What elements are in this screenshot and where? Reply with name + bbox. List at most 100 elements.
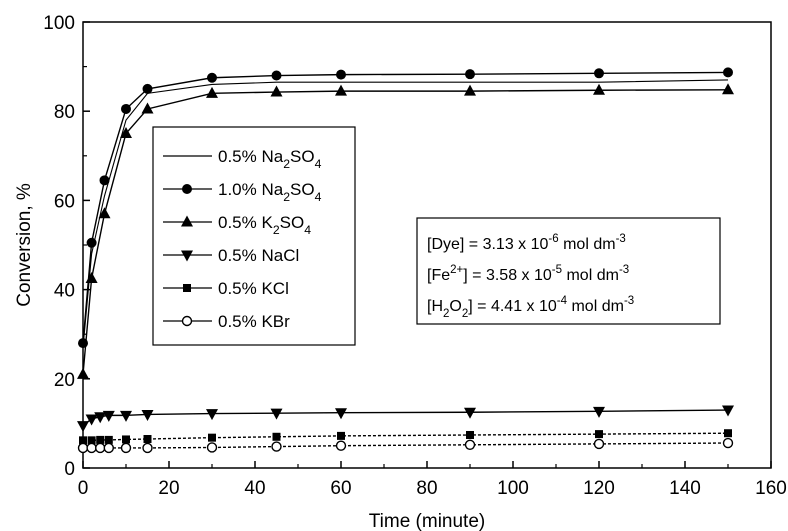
series-layer	[77, 67, 734, 454]
y-tick-label: 60	[54, 191, 75, 212]
x-axis-label: Time (minute)	[369, 511, 485, 531]
data-point	[87, 436, 96, 445]
data-point	[464, 84, 476, 96]
x-tick-label: 80	[416, 478, 437, 499]
data-point	[465, 69, 475, 80]
legend-marker	[181, 315, 193, 327]
y-tick-label: 40	[54, 281, 75, 302]
legend: 0.5% Na2SO4 1.0% Na2SO4 0.5% K2SO4 0.5% NaC…	[152, 126, 356, 346]
data-point	[142, 442, 153, 454]
data-point	[103, 442, 115, 454]
data-point	[207, 72, 217, 83]
data-point	[86, 442, 97, 454]
data-point	[464, 439, 476, 451]
data-point	[466, 430, 474, 439]
data-point	[208, 433, 216, 442]
data-point	[94, 442, 106, 454]
data-point	[722, 83, 734, 95]
y-tick-label: 0	[64, 459, 75, 480]
conditions-box	[416, 217, 721, 325]
data-point	[141, 409, 154, 421]
legend-label: 0.5% NaCl	[218, 246, 299, 265]
legend-marker	[183, 284, 191, 292]
note-line: [Fe2+] = 3.58 x 10-5 mol dm-3	[427, 264, 629, 284]
y-tick-label: 20	[54, 370, 75, 391]
series-line	[83, 432, 729, 442]
data-point	[122, 435, 130, 444]
x-axis: 0 20 40 60 80 100 120 140 160	[78, 461, 787, 499]
x-tick-label: 160	[755, 478, 787, 499]
data-point	[99, 175, 110, 186]
data-point	[143, 435, 152, 444]
data-point	[336, 69, 346, 80]
data-point	[335, 408, 347, 420]
note-line: [H2O2] = 4.41 x 10-4 mol dm-3	[427, 295, 634, 320]
data-point	[86, 237, 97, 248]
y-tick-label: 100	[43, 13, 75, 34]
legend-marker	[181, 250, 193, 262]
legend-label: 1.0% Na2SO4	[218, 180, 322, 204]
legend-label: 0.5% K2SO4	[218, 213, 311, 237]
legend-item: 0.5% KCl	[163, 279, 289, 298]
data-point	[270, 408, 283, 420]
legend-label: 0.5% KCl	[218, 279, 289, 298]
data-point	[94, 412, 107, 424]
legend-item: 0.5% NaCl	[163, 246, 299, 265]
data-point	[120, 442, 132, 454]
series-3	[77, 405, 734, 433]
legend-box	[152, 126, 356, 346]
data-point	[142, 83, 153, 94]
data-point	[77, 442, 89, 454]
data-point	[104, 435, 113, 444]
y-tick-label: 80	[54, 102, 75, 123]
data-point	[593, 83, 605, 95]
data-point	[102, 410, 115, 422]
y-axis-label: Conversion, %	[14, 183, 35, 307]
data-point	[593, 438, 605, 450]
data-point	[270, 85, 283, 97]
y-axis: 0 20 40 60 80 100	[43, 13, 90, 480]
data-point	[85, 271, 98, 283]
x-tick-label: 20	[158, 478, 179, 499]
data-point	[120, 127, 132, 138]
data-point	[271, 441, 282, 452]
data-point	[77, 421, 89, 433]
data-point	[85, 414, 98, 426]
data-point	[271, 70, 282, 81]
data-point	[335, 84, 347, 96]
legend-item: 0.5% Na2SO4	[163, 147, 322, 171]
data-point	[206, 442, 218, 453]
legend-item: 1.0% Na2SO4	[163, 180, 322, 204]
x-tick-label: 140	[669, 478, 701, 499]
data-point	[141, 102, 154, 114]
data-point	[595, 430, 603, 439]
data-point	[723, 67, 733, 78]
legend-label: 0.5% Na2SO4	[218, 147, 322, 171]
data-point	[722, 405, 734, 417]
series-4	[79, 429, 732, 445]
data-point	[121, 103, 131, 114]
x-tick-label: 40	[244, 478, 265, 499]
data-point	[77, 367, 89, 379]
data-point	[593, 406, 605, 418]
data-point	[98, 207, 111, 219]
x-tick-label: 0	[78, 478, 89, 499]
legend-marker	[181, 215, 193, 227]
x-tick-label: 120	[583, 478, 615, 499]
conditions-note: [Dye] = 3.13 x 10-6 mol dm-3 [Fe2+] = 3.5…	[416, 217, 721, 325]
data-point	[206, 409, 218, 421]
legend-item: 0.5% K2SO4	[163, 213, 311, 237]
data-point	[594, 68, 604, 79]
data-point	[206, 86, 218, 98]
series-line	[83, 442, 729, 449]
note-line: [Dye] = 3.13 x 10-6 mol dm-3	[427, 233, 626, 253]
legend-item: 0.5% KBr	[163, 312, 290, 331]
data-point	[724, 429, 732, 438]
data-point	[464, 407, 476, 419]
legend-label: 0.5% KBr	[218, 312, 290, 331]
data-point	[337, 431, 345, 440]
series-5	[77, 437, 734, 454]
data-point	[335, 440, 347, 451]
legend-marker	[182, 184, 192, 194]
